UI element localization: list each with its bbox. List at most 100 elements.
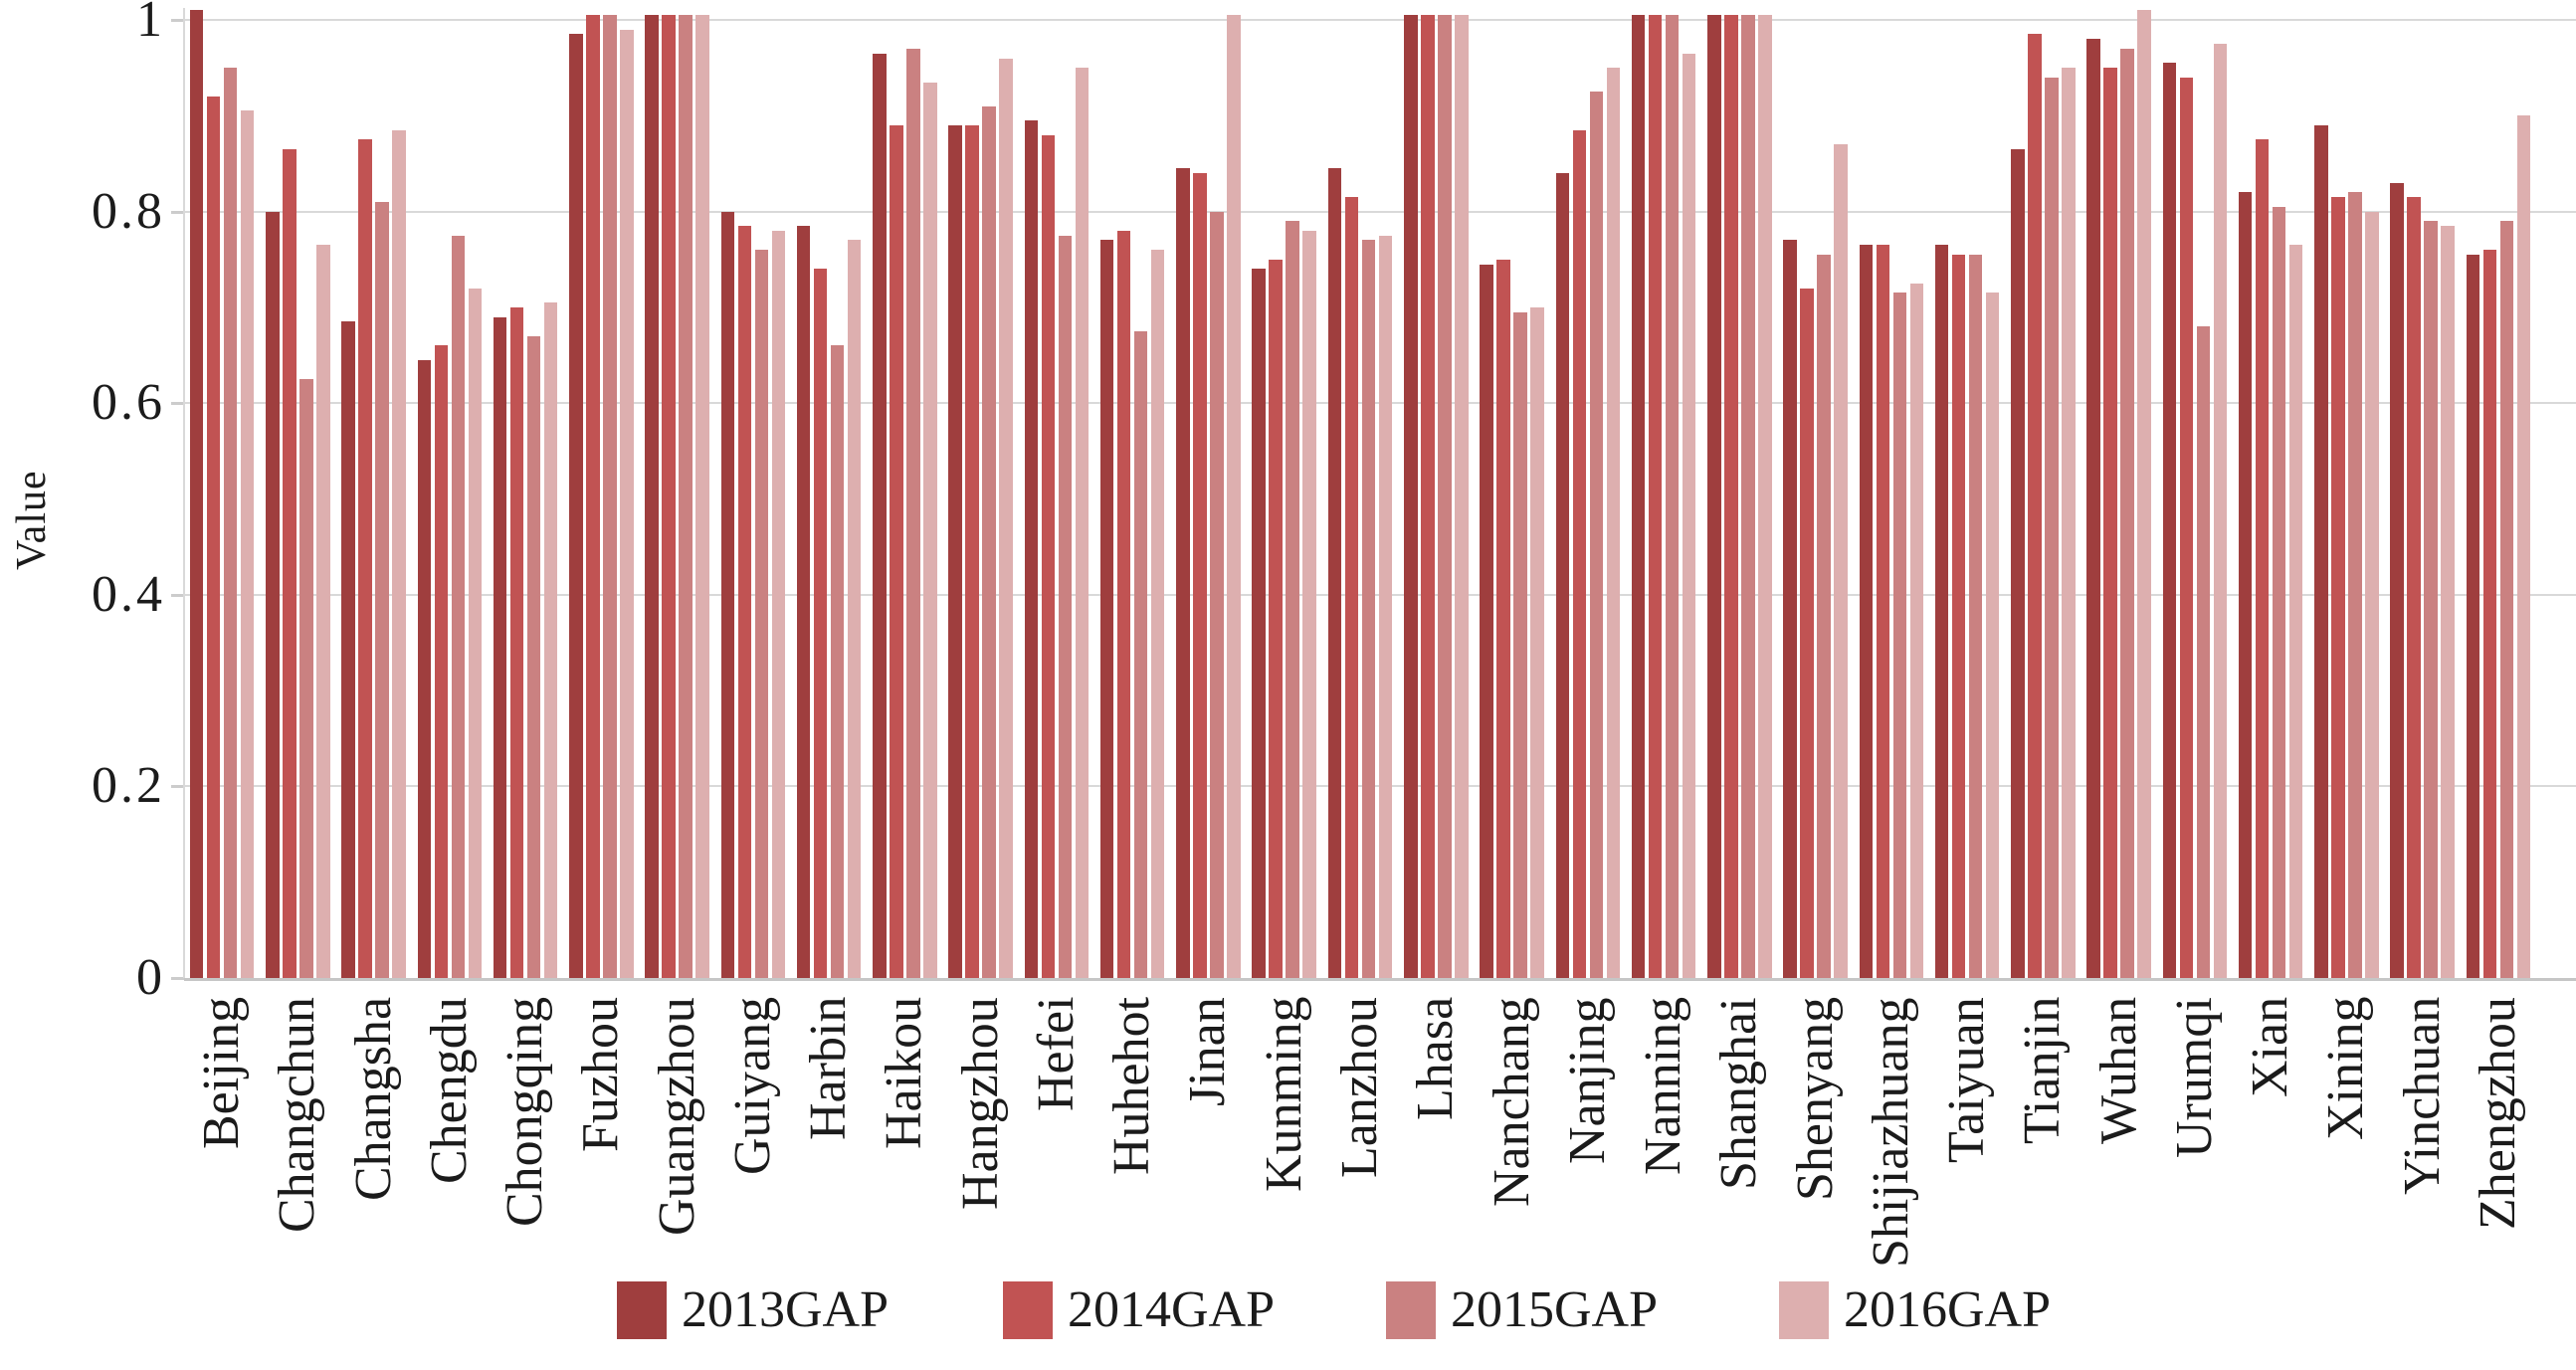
y-tick-mark bbox=[171, 785, 184, 789]
bar-Nanjing-2013GAP bbox=[1555, 173, 1570, 978]
bar-Fuzhou-2014GAP bbox=[586, 15, 600, 978]
bar-Fuzhou-2016GAP bbox=[620, 29, 634, 978]
legend-label-2015GAP: 2015GAP bbox=[1451, 1281, 1659, 1338]
bar-Kunming-2016GAP bbox=[1302, 230, 1316, 978]
bar-Nanning-2015GAP bbox=[1665, 15, 1680, 978]
bar-Chongqing-2013GAP bbox=[493, 316, 507, 978]
bar-Hefei-2015GAP bbox=[1058, 235, 1073, 978]
bar-Guiyang-2014GAP bbox=[737, 226, 752, 978]
bar-Xian-2013GAP bbox=[2238, 192, 2253, 978]
bar-Xining-2013GAP bbox=[2314, 124, 2328, 978]
bar-Lanzhou-2016GAP bbox=[1378, 235, 1393, 978]
bar-Xian-2015GAP bbox=[2272, 206, 2286, 978]
bar-Shenyang-2013GAP bbox=[1783, 240, 1797, 978]
bar-Beijing-2014GAP bbox=[206, 97, 221, 978]
bar-Harbin-2015GAP bbox=[830, 345, 845, 978]
y-tick-mark bbox=[171, 402, 184, 406]
y-tick-label: 0.6 bbox=[92, 374, 165, 432]
bar-Huhehot-2016GAP bbox=[1150, 250, 1165, 978]
bar-Beijing-2015GAP bbox=[223, 68, 238, 978]
y-axis-title: Value bbox=[9, 470, 55, 571]
bar-Nanchang-2014GAP bbox=[1496, 259, 1510, 978]
y-tick-label: 0.8 bbox=[92, 182, 165, 240]
bar-Guangzhou-2013GAP bbox=[645, 15, 659, 978]
gridline-0.8 bbox=[184, 210, 2576, 213]
bar-Guiyang-2016GAP bbox=[771, 230, 786, 978]
legend-swatch-2015GAP bbox=[1386, 1281, 1436, 1339]
bar-Wuhan-2016GAP bbox=[2137, 10, 2151, 978]
x-category-label-Lhasa: Lhasa bbox=[1407, 997, 1465, 1121]
bar-Shenyang-2015GAP bbox=[1817, 254, 1831, 978]
bar-Lhasa-2014GAP bbox=[1421, 15, 1435, 978]
y-tick-mark bbox=[171, 593, 184, 597]
bar-Fuzhou-2013GAP bbox=[569, 34, 583, 978]
bar-Xian-2014GAP bbox=[2255, 139, 2270, 978]
bar-Taiyuan-2013GAP bbox=[1934, 245, 1949, 978]
x-category-label-Jinan: Jinan bbox=[1179, 997, 1237, 1106]
y-tick-label: 0 bbox=[136, 949, 165, 1006]
bar-Wuhan-2015GAP bbox=[2120, 48, 2134, 978]
legend-item-2015GAP: 2015GAP bbox=[1386, 1277, 1658, 1343]
bar-Shanghai-2014GAP bbox=[1724, 15, 1738, 978]
bar-Harbin-2016GAP bbox=[847, 240, 862, 978]
bar-Urumqi-2016GAP bbox=[2213, 44, 2228, 978]
x-category-label-Haikou: Haikou bbox=[876, 997, 933, 1150]
x-category-label-Zhengzhou: Zhengzhou bbox=[2469, 997, 2526, 1230]
bar-Chengdu-2015GAP bbox=[451, 235, 466, 978]
bar-Hefei-2016GAP bbox=[1075, 68, 1090, 978]
x-category-label-Urumqi: Urumqi bbox=[2165, 997, 2223, 1158]
bar-Nanjing-2014GAP bbox=[1572, 129, 1587, 978]
bar-Kunming-2013GAP bbox=[1252, 269, 1266, 978]
x-category-label-Chengdu: Chengdu bbox=[420, 997, 478, 1184]
bar-Chengdu-2013GAP bbox=[417, 359, 432, 978]
y-tick-label: 1 bbox=[136, 0, 165, 48]
bar-Lanzhou-2014GAP bbox=[1344, 197, 1359, 978]
x-category-label-Hefei: Hefei bbox=[1027, 997, 1085, 1112]
bar-Haikou-2015GAP bbox=[906, 48, 920, 978]
bar-Nanchang-2016GAP bbox=[1530, 306, 1544, 978]
bar-Wuhan-2014GAP bbox=[2103, 68, 2117, 978]
bar-Jinan-2016GAP bbox=[1227, 15, 1241, 978]
x-category-label-Harbin: Harbin bbox=[800, 997, 858, 1141]
bar-Shijiazhuang-2013GAP bbox=[1859, 245, 1874, 978]
bar-Huhehot-2013GAP bbox=[1099, 240, 1114, 978]
legend-item-2014GAP: 2014GAP bbox=[1003, 1277, 1275, 1343]
bar-Xian-2016GAP bbox=[2288, 245, 2303, 978]
bar-Tianjin-2013GAP bbox=[2011, 149, 2025, 978]
bar-Zhengzhou-2016GAP bbox=[2516, 115, 2531, 978]
bar-Changsha-2016GAP bbox=[392, 129, 406, 978]
bar-Hangzhou-2014GAP bbox=[965, 124, 979, 978]
legend-label-2014GAP: 2014GAP bbox=[1068, 1281, 1276, 1338]
bar-Zhengzhou-2013GAP bbox=[2466, 254, 2480, 978]
bar-Shenyang-2014GAP bbox=[1800, 288, 1814, 978]
y-tick-label: 0.4 bbox=[92, 565, 165, 623]
bar-Jinan-2014GAP bbox=[1193, 173, 1207, 978]
x-category-label-Changsha: Changsha bbox=[344, 997, 402, 1202]
bar-Chengdu-2014GAP bbox=[434, 345, 449, 978]
bar-Tianjin-2016GAP bbox=[2062, 68, 2076, 978]
bar-Fuzhou-2015GAP bbox=[603, 15, 617, 978]
x-category-label-Xian: Xian bbox=[2242, 997, 2299, 1098]
bar-Nanning-2013GAP bbox=[1631, 15, 1646, 978]
bar-Harbin-2013GAP bbox=[796, 226, 811, 978]
legend-swatch-2014GAP bbox=[1003, 1281, 1053, 1339]
bar-Changsha-2015GAP bbox=[375, 201, 389, 978]
legend-swatch-2016GAP bbox=[1779, 1281, 1829, 1339]
x-category-label-Nanjing: Nanjing bbox=[1558, 997, 1616, 1164]
bar-Zhengzhou-2014GAP bbox=[2482, 250, 2497, 978]
bar-Xining-2015GAP bbox=[2348, 192, 2362, 978]
x-category-label-Huhehot: Huhehot bbox=[1103, 997, 1161, 1176]
bar-Nanjing-2015GAP bbox=[1589, 92, 1604, 978]
x-category-label-Hangzhou: Hangzhou bbox=[951, 997, 1009, 1210]
bar-Beijing-2016GAP bbox=[240, 110, 255, 978]
bar-Beijing-2013GAP bbox=[189, 10, 204, 978]
bar-Hefei-2014GAP bbox=[1041, 134, 1056, 978]
bar-Taiyuan-2016GAP bbox=[1985, 293, 2000, 978]
bar-Huhehot-2014GAP bbox=[1116, 230, 1131, 978]
legend-item-2016GAP: 2016GAP bbox=[1779, 1277, 2051, 1343]
bar-Shanghai-2015GAP bbox=[1741, 15, 1755, 978]
bar-Nanning-2016GAP bbox=[1682, 53, 1696, 978]
bar-Chongqing-2014GAP bbox=[509, 306, 524, 978]
bar-Wuhan-2013GAP bbox=[2086, 39, 2100, 978]
